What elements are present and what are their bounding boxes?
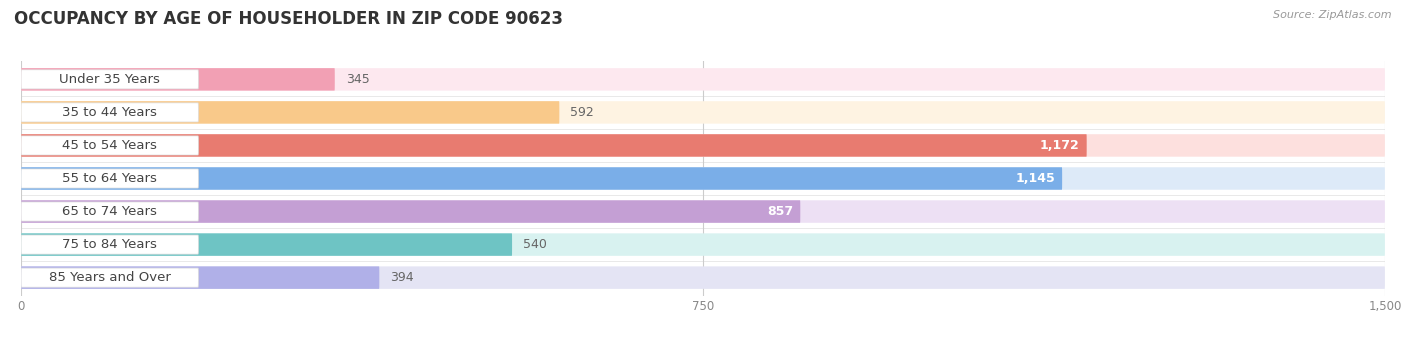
- FancyBboxPatch shape: [21, 134, 1087, 157]
- Text: 394: 394: [391, 271, 413, 284]
- Text: 55 to 64 Years: 55 to 64 Years: [62, 172, 157, 185]
- Text: 1,172: 1,172: [1039, 139, 1080, 152]
- Text: OCCUPANCY BY AGE OF HOUSEHOLDER IN ZIP CODE 90623: OCCUPANCY BY AGE OF HOUSEHOLDER IN ZIP C…: [14, 10, 562, 28]
- Text: 85 Years and Over: 85 Years and Over: [49, 271, 170, 284]
- Text: 540: 540: [523, 238, 547, 251]
- Text: 345: 345: [346, 73, 370, 86]
- FancyBboxPatch shape: [21, 70, 198, 89]
- FancyBboxPatch shape: [21, 202, 198, 221]
- FancyBboxPatch shape: [21, 200, 1385, 223]
- Text: 857: 857: [766, 205, 793, 218]
- FancyBboxPatch shape: [21, 101, 560, 124]
- FancyBboxPatch shape: [21, 68, 335, 90]
- FancyBboxPatch shape: [21, 267, 1385, 289]
- Text: 1,145: 1,145: [1015, 172, 1054, 185]
- Text: 65 to 74 Years: 65 to 74 Years: [62, 205, 157, 218]
- FancyBboxPatch shape: [21, 167, 1062, 190]
- FancyBboxPatch shape: [21, 200, 800, 223]
- Text: 35 to 44 Years: 35 to 44 Years: [62, 106, 157, 119]
- FancyBboxPatch shape: [21, 136, 198, 155]
- FancyBboxPatch shape: [21, 233, 512, 256]
- FancyBboxPatch shape: [21, 233, 1385, 256]
- FancyBboxPatch shape: [21, 103, 198, 122]
- Text: Under 35 Years: Under 35 Years: [59, 73, 160, 86]
- FancyBboxPatch shape: [21, 169, 198, 188]
- FancyBboxPatch shape: [21, 167, 1385, 190]
- FancyBboxPatch shape: [21, 235, 198, 254]
- FancyBboxPatch shape: [21, 267, 380, 289]
- FancyBboxPatch shape: [21, 268, 198, 287]
- Text: 45 to 54 Years: 45 to 54 Years: [62, 139, 157, 152]
- FancyBboxPatch shape: [21, 101, 1385, 124]
- FancyBboxPatch shape: [21, 68, 1385, 90]
- Text: 75 to 84 Years: 75 to 84 Years: [62, 238, 157, 251]
- Text: Source: ZipAtlas.com: Source: ZipAtlas.com: [1274, 10, 1392, 20]
- Text: 592: 592: [571, 106, 593, 119]
- FancyBboxPatch shape: [21, 134, 1385, 157]
